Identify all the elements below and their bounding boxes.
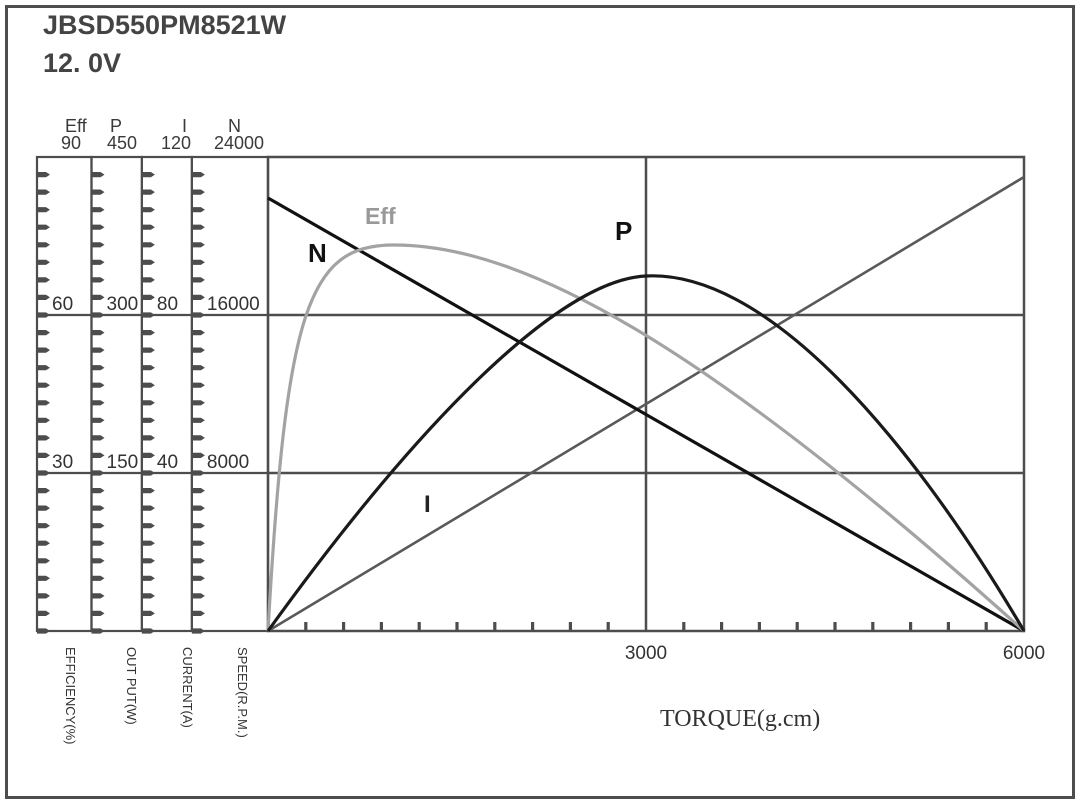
svg-text:I: I: [424, 491, 431, 518]
svg-text:60: 60: [52, 294, 73, 315]
svg-text:120: 120: [161, 133, 191, 153]
svg-text:90: 90: [61, 133, 81, 153]
svg-text:6000: 6000: [1003, 643, 1045, 664]
svg-text:EFFICIENCY(%): EFFICIENCY(%): [63, 647, 78, 745]
svg-text:P: P: [615, 216, 632, 246]
svg-text:300: 300: [107, 294, 139, 315]
svg-text:450: 450: [107, 133, 137, 153]
svg-text:80: 80: [157, 294, 178, 315]
svg-text:CURRENT(A): CURRENT(A): [180, 647, 195, 728]
svg-text:16000: 16000: [207, 294, 260, 315]
svg-text:8000: 8000: [207, 452, 249, 473]
svg-text:150: 150: [107, 452, 139, 473]
svg-text:40: 40: [157, 452, 178, 473]
svg-text:Eff: Eff: [365, 203, 396, 229]
svg-text:OUT PUT(W): OUT PUT(W): [124, 647, 139, 725]
svg-text:SPEED(R.P.M.): SPEED(R.P.M.): [235, 647, 250, 738]
svg-text:3000: 3000: [625, 643, 667, 664]
svg-text:TORQUE(g.cm): TORQUE(g.cm): [660, 706, 820, 732]
svg-text:24000: 24000: [214, 133, 264, 153]
svg-text:N: N: [308, 238, 327, 268]
svg-text:30: 30: [52, 452, 73, 473]
